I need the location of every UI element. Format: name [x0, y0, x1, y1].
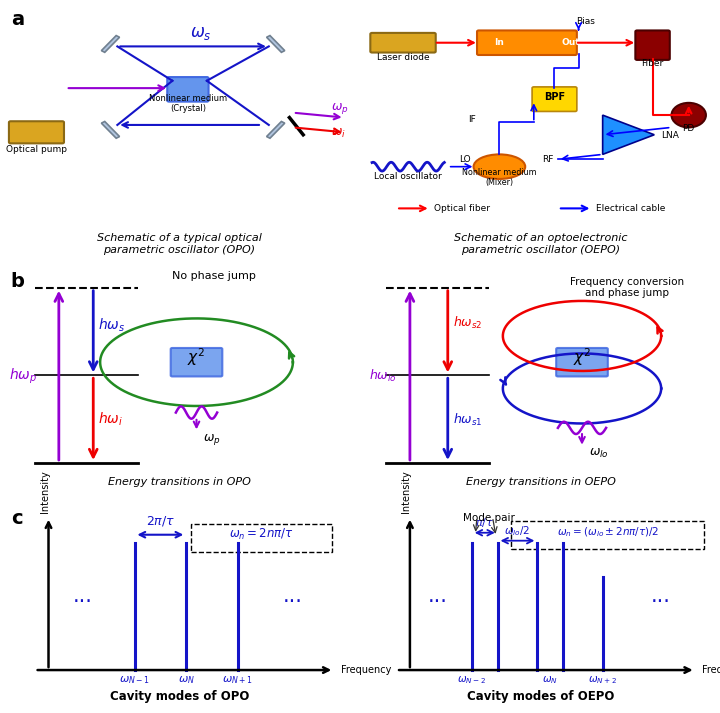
Text: Frequency: Frequency: [341, 665, 392, 675]
Text: Schematic of an optoelectronic
parametric oscillator (OEPO): Schematic of an optoelectronic parametri…: [454, 233, 627, 255]
Text: $\chi^2$: $\chi^2$: [187, 347, 205, 369]
Text: $h\omega_s$: $h\omega_s$: [99, 317, 126, 334]
Text: Frequency conversion
and phase jump: Frequency conversion and phase jump: [570, 277, 684, 299]
Text: LNA: LNA: [661, 131, 679, 140]
Text: $\omega_{N-1}$: $\omega_{N-1}$: [119, 674, 150, 686]
Text: $h\omega_p$: $h\omega_p$: [9, 366, 37, 386]
FancyBboxPatch shape: [167, 77, 209, 102]
Text: $\omega_n=(\omega_{lo}\pm 2n\pi/\tau)/2$: $\omega_n=(\omega_{lo}\pm 2n\pi/\tau)/2$: [557, 525, 659, 538]
Text: Fiber: Fiber: [642, 59, 664, 68]
FancyBboxPatch shape: [556, 348, 608, 376]
Text: $\omega_n=2n\pi/\tau$: $\omega_n=2n\pi/\tau$: [230, 527, 294, 542]
Text: Intensity: Intensity: [402, 470, 411, 513]
Text: Nonlinear medium
(Crystal): Nonlinear medium (Crystal): [149, 94, 227, 113]
Polygon shape: [603, 115, 654, 155]
Text: $h\omega_i$: $h\omega_i$: [99, 411, 124, 428]
Text: No phase jump: No phase jump: [172, 271, 256, 281]
Text: $\omega_{N+2}$: $\omega_{N+2}$: [588, 674, 617, 686]
Text: $\omega_N$: $\omega_N$: [542, 674, 558, 686]
Text: Bias: Bias: [576, 17, 595, 26]
Text: Nonlinear medium
(Mixer): Nonlinear medium (Mixer): [462, 168, 536, 187]
Text: Cavity modes of OPO: Cavity modes of OPO: [109, 690, 249, 703]
Text: $\omega_{N-2}$: $\omega_{N-2}$: [457, 674, 486, 686]
FancyBboxPatch shape: [635, 31, 670, 60]
FancyBboxPatch shape: [9, 121, 64, 143]
Text: $h\omega_{s2}$: $h\omega_{s2}$: [453, 315, 482, 332]
Text: Intensity: Intensity: [40, 470, 50, 513]
Bar: [266, 121, 285, 138]
Text: Energy transitions in OEPO: Energy transitions in OEPO: [466, 477, 616, 487]
Text: $2\pi/\tau$: $2\pi/\tau$: [145, 514, 175, 528]
FancyBboxPatch shape: [477, 31, 577, 55]
Text: RF: RF: [542, 155, 553, 164]
Text: $\omega_{lo}$: $\omega_{lo}$: [589, 447, 608, 461]
FancyBboxPatch shape: [532, 87, 577, 111]
FancyBboxPatch shape: [511, 520, 704, 549]
Text: ...: ...: [283, 586, 303, 607]
Bar: [102, 121, 120, 138]
Text: $\omega_N$: $\omega_N$: [178, 674, 194, 686]
FancyBboxPatch shape: [370, 33, 436, 53]
Text: Out: Out: [562, 39, 580, 47]
Text: LO: LO: [459, 155, 471, 164]
Text: $\omega_{N+1}$: $\omega_{N+1}$: [222, 674, 253, 686]
Text: $\omega_p$: $\omega_p$: [330, 101, 348, 116]
Text: Schematic of a typical optical
parametric oscillator (OPO): Schematic of a typical optical parametri…: [97, 233, 262, 255]
Text: Mode pair: Mode pair: [463, 513, 515, 523]
Text: Electrical cable: Electrical cable: [595, 204, 665, 213]
Text: IF: IF: [468, 116, 476, 125]
Text: Energy transitions in OPO: Energy transitions in OPO: [108, 477, 251, 487]
Text: ...: ...: [651, 586, 671, 607]
Ellipse shape: [474, 155, 525, 179]
Text: BPF: BPF: [544, 93, 565, 103]
Text: b: b: [11, 272, 24, 292]
Text: $\chi^2$: $\chi^2$: [573, 347, 591, 369]
FancyBboxPatch shape: [171, 348, 222, 376]
Text: $\omega_{lo}/2$: $\omega_{lo}/2$: [505, 524, 531, 538]
Text: Laser diode: Laser diode: [377, 53, 429, 62]
Bar: [102, 36, 120, 52]
Text: ...: ...: [428, 586, 447, 607]
Text: PD: PD: [683, 124, 695, 133]
Text: Local oscillator: Local oscillator: [374, 172, 442, 181]
Text: ...: ...: [73, 586, 93, 607]
Text: Frequency: Frequency: [703, 665, 720, 675]
Text: a: a: [11, 9, 24, 29]
Text: Optical pump: Optical pump: [6, 145, 67, 154]
Text: $\omega_s$: $\omega_s$: [189, 24, 212, 41]
Text: In: In: [494, 39, 504, 47]
Bar: [266, 36, 285, 52]
FancyBboxPatch shape: [192, 524, 333, 552]
Text: $h\omega_{lo}$: $h\omega_{lo}$: [369, 368, 397, 384]
Text: c: c: [11, 509, 22, 528]
Text: Cavity modes of OEPO: Cavity modes of OEPO: [467, 690, 614, 703]
Text: Optical fiber: Optical fiber: [434, 204, 490, 213]
Text: $\omega_p$: $\omega_p$: [203, 432, 221, 447]
Text: $\omega_i$: $\omega_i$: [330, 127, 346, 140]
Text: $h\omega_{s1}$: $h\omega_{s1}$: [453, 411, 482, 428]
Circle shape: [672, 103, 706, 128]
Text: $\pi/\tau$: $\pi/\tau$: [475, 515, 495, 529]
